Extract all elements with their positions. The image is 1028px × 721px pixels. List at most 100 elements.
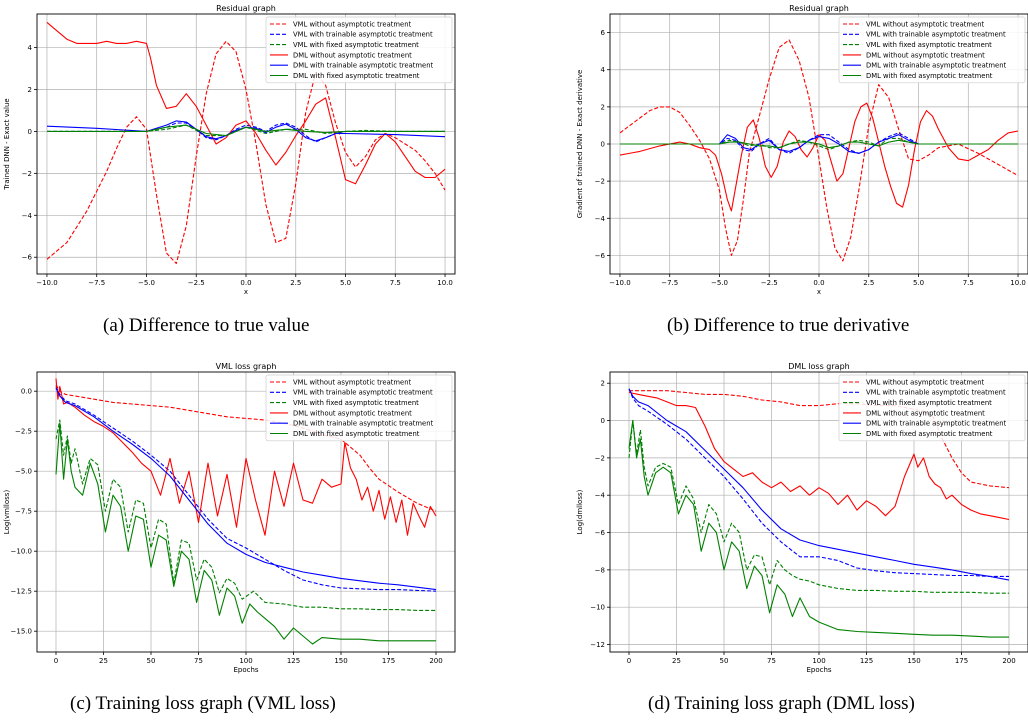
x-tick-label: 125 xyxy=(287,657,300,665)
y-tick-label: −6 xyxy=(22,254,33,262)
x-tick-label: −7.5 xyxy=(661,279,678,287)
x-tick-label: 100 xyxy=(812,657,825,665)
x-tick-label: 5.0 xyxy=(340,279,351,287)
x-tick-label: 5.0 xyxy=(913,279,924,287)
x-tick-label: −2.5 xyxy=(188,279,205,287)
x-tick-label: 200 xyxy=(1002,657,1015,665)
x-tick-label: 175 xyxy=(955,657,968,665)
x-tick-label: 2.5 xyxy=(290,279,301,287)
y-tick-label: 0.0 xyxy=(21,388,32,396)
series-line xyxy=(55,419,436,611)
x-tick-label: 100 xyxy=(239,657,252,665)
y-tick-label: 6 xyxy=(601,29,606,37)
caption-b: (b) Difference to true derivative xyxy=(667,315,910,336)
x-tick-label: 150 xyxy=(334,657,347,665)
dml-loss-plot: 0 25 50 75 100 125 150 175 200 −12 −10 −8 −6 −4 −2 0 2 DM… xyxy=(576,362,1028,674)
series-line xyxy=(55,378,437,536)
y-tick-label: 2 xyxy=(28,86,32,94)
legend-label: DML with fixed asymptotic treatment xyxy=(866,72,993,80)
series-line xyxy=(47,124,445,137)
y-tick-label: −6 xyxy=(595,529,606,537)
legend-label: DML with trainable asymptotic treatment xyxy=(293,62,434,70)
x-tick-label: 7.5 xyxy=(390,279,401,287)
legend-label: VML with trainable asymptotic treatment xyxy=(293,31,433,39)
legend-label: VML with trainable asymptotic treatment xyxy=(293,389,433,397)
series-line xyxy=(46,21,446,185)
x-tick-label: 10.0 xyxy=(1010,279,1026,287)
y-tick-label: 0 xyxy=(601,141,605,149)
series-line xyxy=(628,391,1010,521)
series-line xyxy=(620,137,1018,151)
dml-loss-chart: 0 25 50 75 100 125 150 175 200 −12 −10 −8 −6 −4 −2 0 2 DM… xyxy=(573,358,1028,678)
y-tick-label: −4 xyxy=(595,492,606,500)
y-tick-label: −4 xyxy=(22,212,33,220)
y-tick-label: 2 xyxy=(601,103,605,111)
x-tick-label: 50 xyxy=(720,657,729,665)
x-tick-label: 50 xyxy=(147,657,156,665)
y-tick-label: 0 xyxy=(601,417,605,425)
y-tick-label: −4 xyxy=(595,215,606,223)
legend-label: DML with trainable asymptotic treatment xyxy=(866,62,1007,70)
y-axis-label: Gradient of trained DNN - Exact derivati… xyxy=(576,70,584,219)
y-tick-label: −15.0 xyxy=(11,628,32,636)
vml-loss-plot: 0 25 50 75 100 125 150 175 200 −15.0 −12.5 −10.0 −7.… xyxy=(3,362,456,674)
x-tick-label: 0.0 xyxy=(813,279,824,287)
legend-label: VML without asymptotic treatment xyxy=(866,20,985,28)
y-tick-label: −2 xyxy=(595,454,605,462)
residual-derivative-plot: −10.0 −7.5 −5.0 −2.5 0.0 2.5 5.0 7.5 10.0 −6 −4 −2 0… xyxy=(576,4,1028,296)
legend-box xyxy=(265,374,453,442)
legend-label: DML with trainable asymptotic treatment xyxy=(866,420,1007,428)
vml-loss-chart: 0 25 50 75 100 125 150 175 200 −15.0 −12.5 −10.0 −7.… xyxy=(0,358,456,678)
x-axis-label: Epochs xyxy=(233,666,258,674)
legend-label: DML with trainable asymptotic treatment xyxy=(293,420,434,428)
legend-label: VML without asymptotic treatment xyxy=(866,378,985,386)
series-line xyxy=(620,139,1018,149)
x-tick-label: 0.0 xyxy=(240,279,251,287)
legend-label: VML without asymptotic treatment xyxy=(293,20,412,28)
y-tick-label: −5.0 xyxy=(15,468,32,476)
x-axis-label: Epochs xyxy=(806,666,831,674)
legend-box xyxy=(838,374,1026,442)
x-axis-label: x xyxy=(817,288,821,296)
series-line xyxy=(620,134,1018,154)
y-tick-label: 2 xyxy=(601,380,605,388)
series-group xyxy=(628,388,1010,638)
x-tick-label: 25 xyxy=(99,657,108,665)
series-line xyxy=(47,124,445,137)
caption-c: (c) Training loss graph (VML loss) xyxy=(70,693,336,714)
legend-label: DML without asymptotic treatment xyxy=(866,51,985,59)
x-tick-label: 75 xyxy=(194,657,203,665)
x-tick-label: −2.5 xyxy=(761,279,778,287)
y-tick-label: −2 xyxy=(595,178,605,186)
legend-label: DML without asymptotic treatment xyxy=(293,51,412,59)
series-line xyxy=(55,386,437,592)
legend-label: DML with fixed asymptotic treatment xyxy=(866,430,993,438)
y-tick-label: −12.5 xyxy=(11,588,32,596)
legend-label: DML with fixed asymptotic treatment xyxy=(293,72,420,80)
x-tick-label: 0 xyxy=(54,657,58,665)
legend-label: VML with fixed asymptotic treatment xyxy=(293,399,419,407)
x-tick-label: −10.0 xyxy=(36,279,57,287)
residual-value-plot: −10.0 −7.5 −5.0 −2.5 0.0 2.5 5.0 7.5 10.0 −6 −4 −2 0… xyxy=(3,4,456,296)
legend-label: VML with fixed asymptotic treatment xyxy=(866,399,992,407)
x-tick-label: 175 xyxy=(382,657,395,665)
series-group xyxy=(55,378,437,645)
y-tick-label: −7.5 xyxy=(15,508,32,516)
x-tick-label: 10.0 xyxy=(437,279,453,287)
legend-box xyxy=(838,16,1026,84)
y-axis-label: Log(dmlloss) xyxy=(576,489,584,534)
legend-label: VML with fixed asymptotic treatment xyxy=(293,41,419,49)
plot-frame xyxy=(609,371,1028,653)
legend-label: DML without asymptotic treatment xyxy=(866,409,985,417)
y-tick-label: −12 xyxy=(590,641,605,649)
x-tick-label: −5.0 xyxy=(711,279,728,287)
plot-frame xyxy=(36,13,456,275)
x-tick-label: 0 xyxy=(627,657,631,665)
x-tick-label: 25 xyxy=(672,657,681,665)
residual-derivative-chart: −10.0 −7.5 −5.0 −2.5 0.0 2.5 5.0 7.5 10.0 −6 −4 −2 0… xyxy=(573,0,1028,300)
y-axis-label: Trained DNN - Exact value xyxy=(3,98,11,190)
series-line xyxy=(628,388,1009,577)
legend-label: VML without asymptotic treatment xyxy=(293,378,412,386)
caption-d: (d) Training loss graph (DML loss) xyxy=(648,693,915,714)
x-tick-label: −10.0 xyxy=(609,279,630,287)
